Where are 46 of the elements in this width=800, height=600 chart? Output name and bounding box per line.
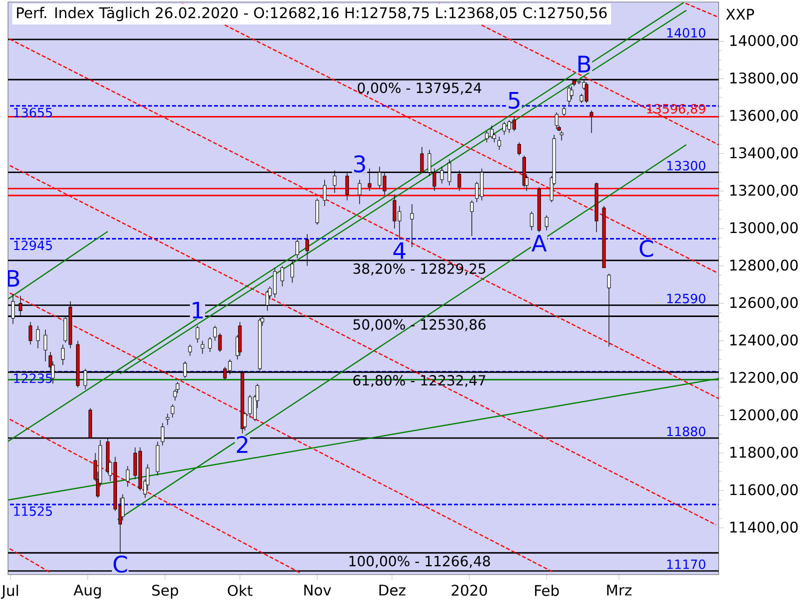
x-tick-label: 2020 bbox=[452, 584, 487, 596]
x-tick-label: Okt bbox=[228, 584, 252, 596]
x-tick-label: Feb bbox=[535, 584, 559, 596]
annotation: 0,00% - 13795,24 bbox=[358, 82, 482, 95]
ref-line-label: 14010 bbox=[667, 28, 706, 38]
ref-line-label: 12590 bbox=[667, 294, 706, 304]
annotation: B bbox=[578, 56, 590, 72]
annotation: 1 bbox=[192, 302, 203, 318]
annotation: A bbox=[532, 234, 547, 252]
y-tick-label: 13200,00 bbox=[730, 184, 798, 198]
y-tick-label: 12800,00 bbox=[730, 260, 798, 272]
ref-line-label: 13655 bbox=[14, 108, 52, 118]
y-tick-label: 11800,00 bbox=[730, 446, 798, 460]
y-tick-label: 12200,00 bbox=[730, 372, 798, 384]
x-tick-label: Jul bbox=[0, 584, 18, 599]
x-tick-label: Nov bbox=[304, 584, 332, 596]
annotation: 5 bbox=[508, 92, 520, 109]
ref-line-label: 13596,89 bbox=[647, 104, 706, 115]
annotation: 3 bbox=[354, 155, 365, 172]
annotation: C bbox=[640, 240, 654, 258]
ref-line-label: 11880 bbox=[667, 426, 706, 436]
y-tick-label: 12000,00 bbox=[730, 409, 798, 422]
y-tick-label: 11400,00 bbox=[730, 522, 798, 534]
y-tick-label: 12600,00 bbox=[730, 297, 798, 310]
annotation: 2 bbox=[236, 436, 248, 453]
chart-title: Perf. Index Täglich 26.02.2020 - O:12682,16 H:12758,75 L:12368,05 C:12750,56 bbox=[17, 6, 607, 22]
y-tick-label: 13800,00 bbox=[730, 72, 798, 86]
ref-line-label: 13300 bbox=[667, 160, 706, 170]
y-tick-label: 13600,00 bbox=[730, 110, 798, 122]
ref-line-label: 11170 bbox=[667, 559, 706, 570]
x-tick-label: Sep bbox=[152, 584, 178, 599]
annotation: 100,00% - 11266,48 bbox=[349, 556, 490, 568]
ref-line-label: 12945 bbox=[14, 240, 52, 250]
y-tick-label: 11600,00 bbox=[730, 484, 798, 497]
x-tick-label: Mrz bbox=[607, 584, 632, 596]
x-tick-label: Dez bbox=[379, 584, 406, 596]
y-tick-label: 12400,00 bbox=[730, 334, 798, 348]
y-tick-label: 13000,00 bbox=[730, 222, 798, 235]
annotation: 50,00% - 12530,86 bbox=[353, 319, 486, 332]
annotation: 4 bbox=[393, 242, 406, 259]
y-tick-label: 14000,00 bbox=[730, 35, 798, 48]
ref-line-label: 11525 bbox=[14, 506, 52, 516]
annotation: C bbox=[114, 556, 127, 573]
y-tick-label: 13400,00 bbox=[730, 147, 798, 160]
y-axis-title: XXP bbox=[726, 8, 754, 20]
x-tick-label: Aug bbox=[74, 584, 101, 598]
